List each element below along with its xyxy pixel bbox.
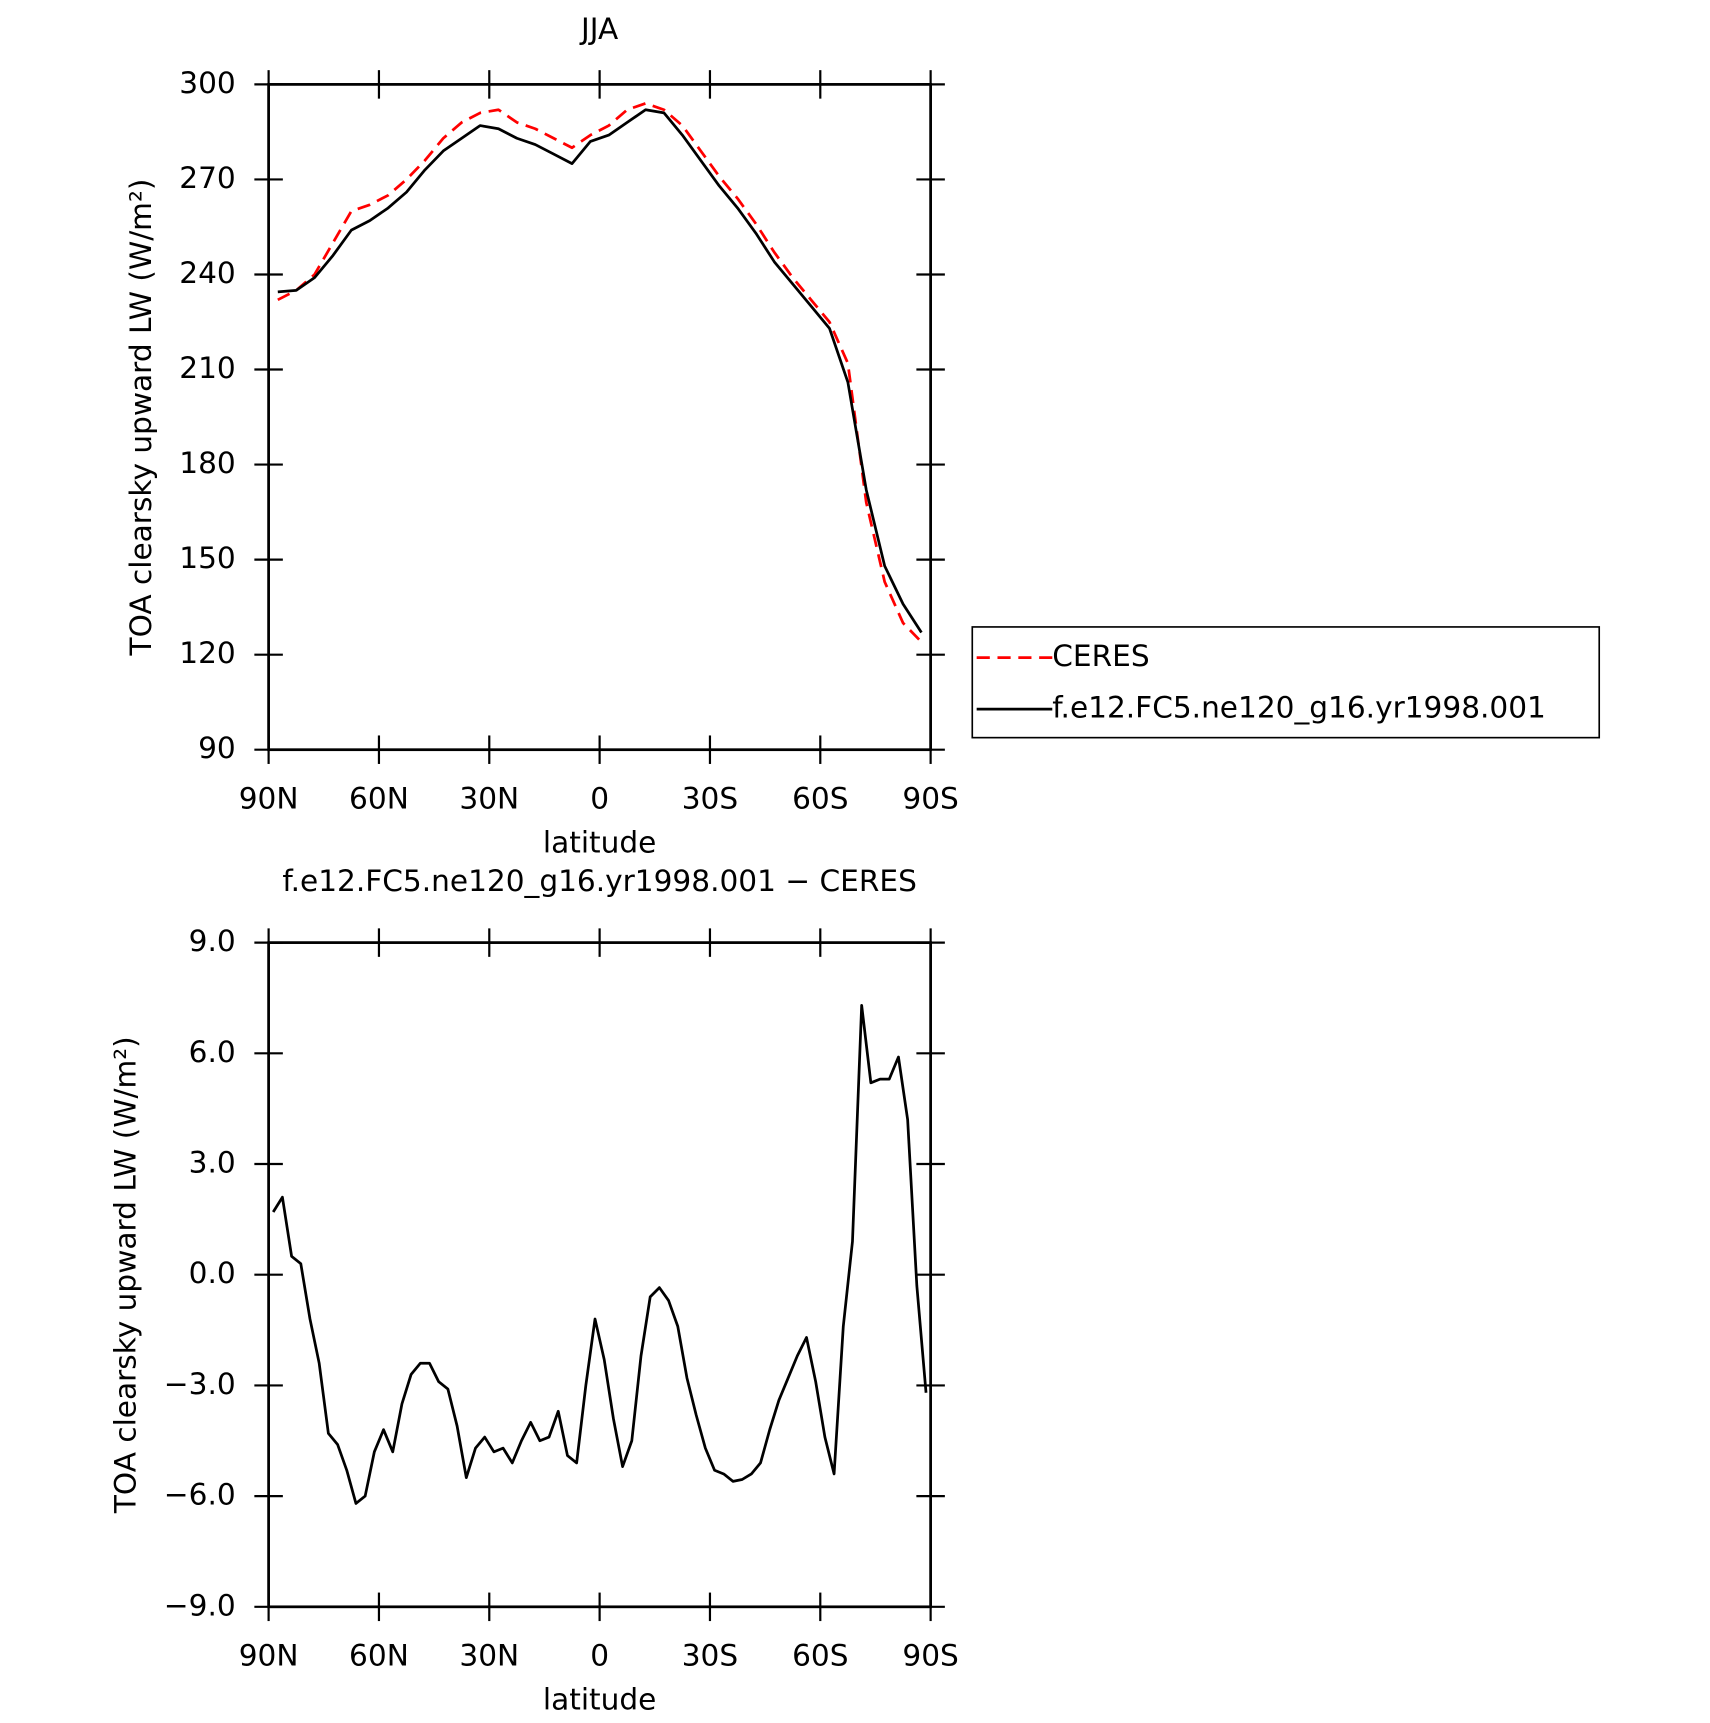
y-tick-label: −9.0 bbox=[164, 1588, 236, 1622]
chart-title: JJA bbox=[579, 12, 618, 46]
x-tick-label: 30S bbox=[682, 782, 738, 816]
x-tick-label: 0 bbox=[590, 1639, 609, 1673]
data-line bbox=[277, 108, 923, 634]
x-tick-label: 30N bbox=[459, 782, 519, 816]
legend-box bbox=[971, 626, 1601, 739]
x-tick-label: 90S bbox=[902, 1639, 958, 1673]
y-tick-label: 6.0 bbox=[189, 1035, 236, 1069]
y-axis-label: TOA clearsky upward LW (W/m²) bbox=[124, 179, 158, 657]
y-tick-label: 0.0 bbox=[189, 1256, 236, 1290]
x-tick-label: 60N bbox=[349, 1639, 409, 1673]
x-axis-label: latitude bbox=[543, 825, 656, 859]
x-axis-label: latitude bbox=[543, 1683, 656, 1717]
y-tick-label: 3.0 bbox=[189, 1146, 236, 1180]
y-tick-label: −6.0 bbox=[164, 1478, 236, 1512]
x-tick-label: 90N bbox=[239, 1639, 299, 1673]
x-tick-label: 30S bbox=[682, 1639, 738, 1673]
x-tick-label: 60S bbox=[792, 1639, 848, 1673]
y-tick-label: 240 bbox=[179, 256, 235, 290]
legend-label: CERES bbox=[1052, 639, 1149, 673]
data-line bbox=[277, 102, 923, 643]
x-tick-label: 0 bbox=[590, 782, 609, 816]
y-tick-label: 150 bbox=[179, 541, 235, 575]
x-tick-label: 60N bbox=[349, 782, 409, 816]
y-tick-label: 210 bbox=[179, 351, 235, 385]
y-tick-label: 90 bbox=[198, 731, 236, 765]
data-line bbox=[272, 1003, 928, 1505]
y-tick-label: 270 bbox=[179, 161, 235, 195]
x-tick-label: 90S bbox=[902, 782, 958, 816]
plot-frame bbox=[267, 83, 932, 752]
y-tick-label: 300 bbox=[179, 66, 235, 100]
x-tick-label: 30N bbox=[459, 1639, 519, 1673]
y-tick-label: −3.0 bbox=[164, 1367, 236, 1401]
x-tick-label: 60S bbox=[792, 782, 848, 816]
chart-title: f.e12.FC5.ne120_g16.yr1998.001 − CERES bbox=[282, 864, 917, 898]
x-tick-label: 90N bbox=[239, 782, 299, 816]
y-axis-label: TOA clearsky upward LW (W/m²) bbox=[109, 1036, 143, 1514]
y-tick-label: 9.0 bbox=[189, 924, 236, 958]
plot-frame bbox=[267, 941, 932, 1609]
y-tick-label: 120 bbox=[179, 636, 235, 670]
legend-label: f.e12.FC5.ne120_g16.yr1998.001 bbox=[1052, 691, 1546, 725]
y-tick-label: 180 bbox=[179, 446, 235, 480]
